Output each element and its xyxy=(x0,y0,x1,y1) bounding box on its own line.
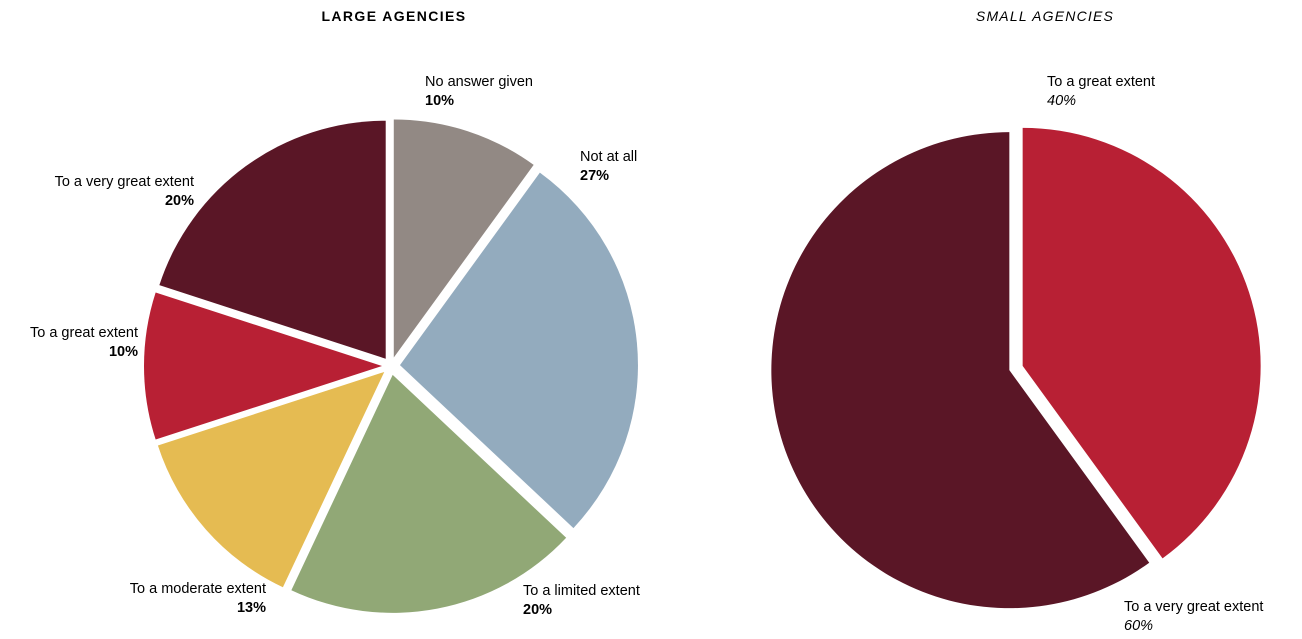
slice-label: Not at all xyxy=(580,149,638,165)
small-label-great: To a great extent 40% xyxy=(1047,73,1155,111)
small-slice-to-a-very-great-extent xyxy=(771,132,1150,609)
large-slice-not-at-all xyxy=(399,172,638,529)
large-slice-to-a-great-extent xyxy=(143,292,382,440)
slice-label: To a great extent xyxy=(1047,74,1156,90)
slice-value: 27% xyxy=(580,168,610,184)
slice-value: 40% xyxy=(1047,93,1077,109)
large-label-moderate: To a moderate extent 13% xyxy=(130,580,266,618)
large-label-very-great: To a very great extent 20% xyxy=(55,173,194,211)
slice-value: 13% xyxy=(236,600,266,616)
large-agencies-pie xyxy=(143,119,638,613)
slice-value: 10% xyxy=(108,344,138,360)
large-label-not-at-all: Not at all 27% xyxy=(580,148,637,186)
large-slice-no-answer-given xyxy=(393,119,534,358)
slice-label: To a great extent xyxy=(29,325,138,341)
slice-value: 20% xyxy=(164,193,194,209)
slice-value: 20% xyxy=(523,602,553,618)
large-label-great: To a great extent 10% xyxy=(30,324,138,362)
large-slice-to-a-limited-extent xyxy=(291,374,567,613)
slice-label: To a very great extent xyxy=(1124,599,1264,615)
large-slice-to-a-very-great-extent xyxy=(159,120,386,359)
slice-value: 60% xyxy=(1124,618,1154,634)
large-label-limited: To a limited extent 20% xyxy=(523,582,640,620)
small-agencies-pie xyxy=(771,127,1261,609)
slice-label: To a moderate extent xyxy=(129,581,266,597)
large-slice-to-a-moderate-extent xyxy=(157,371,385,588)
small-agencies-title: SMALL AGENCIES xyxy=(975,8,1115,24)
slice-label: To a very great extent xyxy=(54,174,194,190)
slice-value: 10% xyxy=(425,93,455,109)
large-agencies-title: LARGE AGENCIES xyxy=(321,8,467,24)
slice-label: No answer given xyxy=(425,74,533,90)
small-label-very-great: To a very great extent 60% xyxy=(1124,598,1263,636)
small-slice-to-a-great-extent xyxy=(1022,127,1261,559)
large-label-no-answer: No answer given 10% xyxy=(425,73,533,111)
slice-label: To a limited extent xyxy=(523,583,640,599)
